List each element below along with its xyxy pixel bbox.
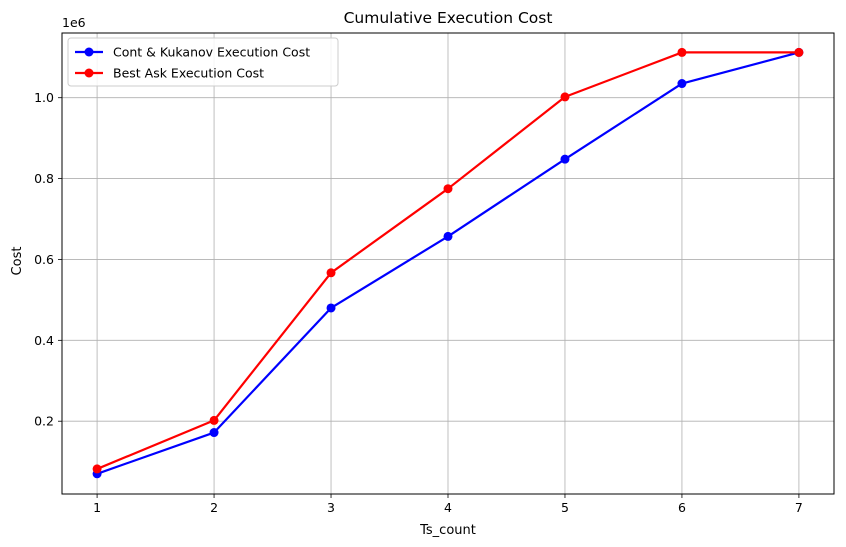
data-point	[209, 415, 219, 425]
x-tick-label: 3	[327, 500, 335, 515]
data-point	[326, 303, 336, 313]
y-axis-label: Cost	[10, 247, 25, 276]
data-point	[326, 268, 336, 278]
chart-title: Cumulative Execution Cost	[344, 9, 553, 27]
data-point	[677, 47, 687, 57]
y-axis: 0.2 0.4 0.6 0.8 1.0	[34, 90, 62, 429]
legend-box	[67, 37, 339, 87]
legend-label: Cont & Kukanov Execution Cost	[113, 45, 310, 60]
x-axis-label: Ts_count	[419, 523, 476, 538]
data-point	[560, 92, 570, 102]
legend-swatch-marker	[84, 68, 94, 78]
data-point	[794, 47, 804, 57]
data-point	[677, 79, 687, 89]
y-tick-label: 0.6	[34, 252, 54, 267]
legend: Cont & Kukanov Execution Cost Best Ask Ex…	[67, 37, 339, 87]
legend-item: Cont & Kukanov Execution Cost	[75, 45, 310, 60]
series-2	[92, 47, 804, 474]
legend-label: Best Ask Execution Cost	[113, 66, 264, 81]
x-tick-label: 6	[678, 500, 686, 515]
grid	[62, 33, 834, 494]
legend-swatch-marker	[84, 47, 94, 57]
y-tick-label: 0.2	[34, 414, 54, 429]
y-tick-label: 1.0	[34, 90, 54, 105]
x-tick-label: 1	[93, 500, 101, 515]
x-tick-label: 7	[795, 500, 803, 515]
data-point	[209, 428, 219, 438]
data-point	[92, 464, 102, 474]
data-point	[443, 184, 453, 194]
y-tick-label: 0.8	[34, 171, 54, 186]
x-tick-label: 2	[210, 500, 218, 515]
legend-item: Best Ask Execution Cost	[75, 66, 264, 81]
y-offset-label: 1e6	[62, 15, 86, 30]
x-axis: 1 2 3 4 5 6 7	[93, 494, 803, 515]
data-point	[560, 154, 570, 164]
x-tick-label: 4	[444, 500, 452, 515]
series-layer	[92, 47, 804, 479]
data-point	[443, 231, 453, 241]
x-tick-label: 5	[561, 500, 569, 515]
y-tick-label: 0.4	[34, 333, 54, 348]
